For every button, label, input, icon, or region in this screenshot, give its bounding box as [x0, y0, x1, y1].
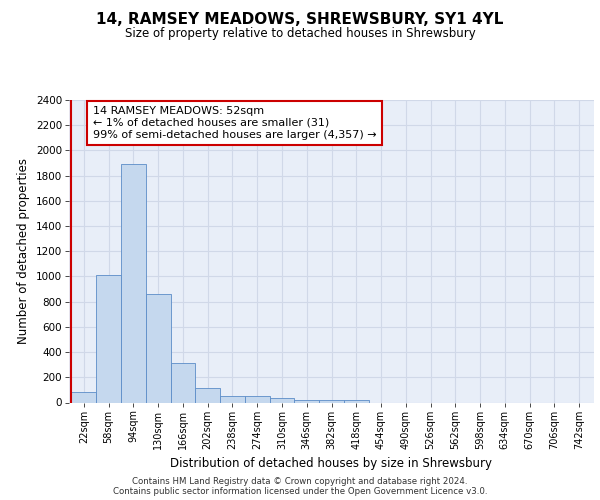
Bar: [121, 164, 146, 402]
Bar: [195, 388, 220, 402]
Text: 14, RAMSEY MEADOWS, SHREWSBURY, SY1 4YL: 14, RAMSEY MEADOWS, SHREWSBURY, SY1 4YL: [97, 12, 503, 28]
Bar: [344, 400, 368, 402]
Text: 14 RAMSEY MEADOWS: 52sqm
← 1% of detached houses are smaller (31)
99% of semi-de: 14 RAMSEY MEADOWS: 52sqm ← 1% of detache…: [92, 106, 376, 140]
Bar: [319, 400, 344, 402]
Text: Contains HM Land Registry data © Crown copyright and database right 2024.
Contai: Contains HM Land Registry data © Crown c…: [113, 476, 487, 496]
X-axis label: Distribution of detached houses by size in Shrewsbury: Distribution of detached houses by size …: [170, 457, 493, 470]
Y-axis label: Number of detached properties: Number of detached properties: [17, 158, 30, 344]
Bar: [295, 400, 319, 402]
Bar: [96, 275, 121, 402]
Bar: [245, 396, 269, 402]
Bar: [146, 294, 170, 403]
Bar: [71, 392, 96, 402]
Bar: [269, 398, 295, 402]
Bar: [170, 363, 195, 403]
Bar: [220, 396, 245, 402]
Text: Size of property relative to detached houses in Shrewsbury: Size of property relative to detached ho…: [125, 28, 475, 40]
